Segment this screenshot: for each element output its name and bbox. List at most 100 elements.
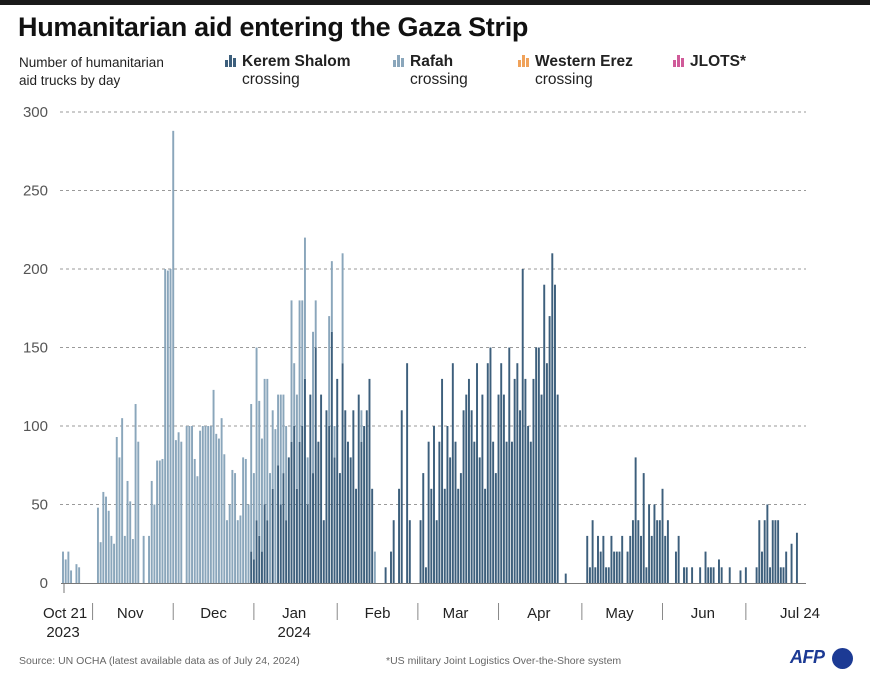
bar-segment — [126, 480, 129, 583]
bar-segment — [223, 454, 226, 583]
bar-segment — [443, 488, 446, 583]
bar-segment — [502, 394, 505, 583]
legend-item-jlots: JLOTS* — [673, 53, 746, 71]
bar-segment — [691, 567, 694, 583]
y-tick-label: 300 — [23, 104, 48, 121]
bar-segment — [75, 564, 78, 583]
bar-segment — [478, 457, 481, 583]
y-tick-label: 200 — [23, 261, 48, 278]
bar-segment — [285, 426, 288, 521]
bar-segment — [169, 269, 172, 583]
bar-segment — [650, 535, 653, 583]
y-tick-label: 100 — [23, 418, 48, 435]
bar-segment — [357, 394, 360, 583]
bar-segment — [293, 426, 296, 583]
bar-segment — [322, 520, 325, 583]
bar-segment — [476, 363, 478, 583]
bar-segment — [279, 394, 282, 505]
bar-segment — [209, 426, 212, 583]
bar-segment — [113, 543, 116, 583]
bar-segment — [618, 551, 621, 583]
bar-segment — [306, 504, 309, 583]
bar-segment — [255, 520, 258, 583]
bar-segment — [158, 460, 161, 583]
bar-segment — [615, 551, 618, 583]
bar-segment — [473, 441, 476, 583]
bar-segment — [360, 410, 363, 442]
bar-segment — [519, 410, 521, 583]
bar-segment — [656, 520, 659, 583]
bar-segment — [137, 441, 140, 583]
bar-segment — [330, 331, 333, 583]
bar-segment — [204, 426, 207, 583]
bar-segment — [500, 363, 503, 583]
bar-segment — [658, 520, 661, 583]
y-tick-label: 0 — [40, 575, 48, 592]
bar-segment — [255, 347, 258, 521]
x-tick-sublabel: 2024 — [278, 624, 311, 641]
bar-segment — [295, 394, 298, 489]
bar-segment — [247, 504, 250, 583]
bar-segment — [513, 378, 516, 583]
bar-segment — [755, 567, 758, 583]
subtitle-line: Number of humanitarian — [19, 55, 164, 70]
legend-sublabel: crossing — [242, 71, 300, 88]
bar-segment — [102, 491, 105, 583]
bar-segment — [626, 551, 629, 583]
bar-segment — [252, 559, 255, 583]
bar-segment — [290, 441, 293, 583]
bar-segment — [441, 378, 444, 583]
bar-segment — [166, 270, 169, 583]
bar-segment — [123, 535, 126, 583]
bar-segment — [269, 473, 271, 583]
bar-segment — [758, 520, 761, 583]
bar-segment — [271, 410, 274, 489]
legend-sublabel: crossing — [410, 71, 468, 88]
bar-segment — [761, 551, 763, 583]
bar-segment — [360, 441, 363, 583]
bar-segment — [64, 559, 67, 583]
bar-segment — [105, 496, 107, 583]
bar-segment — [188, 426, 191, 583]
bar-segment — [516, 363, 519, 583]
bar-segment — [489, 347, 492, 583]
bar-segment — [271, 488, 274, 583]
bar-segment — [637, 520, 640, 583]
bar-segment — [341, 253, 344, 364]
bar-segment — [242, 457, 245, 583]
bar-segment — [306, 457, 309, 505]
bar-segment — [252, 473, 255, 560]
bar-segment — [683, 567, 685, 583]
bar-segment — [226, 520, 228, 583]
bar-segment — [392, 520, 395, 583]
bar-chart-icon — [673, 55, 685, 67]
legend-item-western-erez: Western Erez crossing — [518, 53, 633, 89]
bar-segment — [545, 363, 548, 583]
bar-segment — [709, 567, 712, 583]
bar-segment — [244, 458, 247, 583]
bar-segment — [277, 394, 280, 466]
bar-segment — [373, 551, 376, 583]
bar-segment — [535, 347, 538, 583]
bar-segment — [320, 394, 323, 583]
bar-segment — [728, 567, 731, 583]
bar-segment — [236, 520, 239, 583]
afp-logo: AFP — [790, 647, 825, 667]
bar-segment — [129, 501, 132, 583]
bar-segment — [613, 551, 616, 583]
bar-segment — [156, 460, 159, 583]
bar-segment — [282, 394, 285, 474]
bar-segment — [67, 551, 70, 583]
legend-label: Kerem Shalom — [242, 53, 351, 70]
bar-segment — [266, 520, 269, 583]
bar-segment — [390, 551, 392, 583]
bar-segment — [451, 363, 454, 583]
bar-segment — [365, 410, 368, 583]
bar-segment — [720, 567, 723, 583]
bar-segment — [107, 510, 110, 583]
bar-segment — [462, 410, 465, 583]
x-tick-label: May — [605, 605, 634, 622]
bar-segment — [62, 551, 64, 583]
bar-segment — [301, 426, 304, 583]
bar-segment — [70, 570, 73, 583]
